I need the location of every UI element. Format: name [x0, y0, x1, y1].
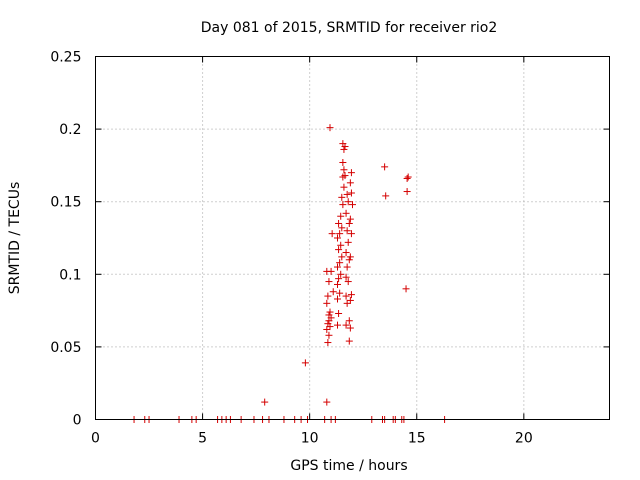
- data-point: [323, 398, 331, 406]
- data-point: [261, 398, 269, 406]
- data-point: [338, 224, 346, 232]
- data-point: [335, 246, 343, 254]
- y-tick-label: 0.2: [59, 122, 81, 138]
- data-point: [345, 337, 353, 345]
- x-tick-label: 20: [515, 431, 533, 447]
- data-point: [334, 263, 342, 271]
- data-point: [324, 339, 332, 347]
- data-point: [344, 238, 352, 246]
- data-point: [342, 292, 350, 300]
- data-point: [336, 289, 344, 297]
- data-point: [325, 331, 333, 339]
- data-point: [339, 158, 347, 166]
- x-tick-label: 15: [408, 431, 426, 447]
- data-point: [346, 296, 354, 304]
- data-point: [342, 273, 350, 281]
- data-point: [382, 192, 390, 200]
- data-point: [337, 241, 345, 249]
- data-point: [340, 183, 348, 191]
- data-point: [343, 190, 351, 198]
- x-tick-label: 10: [301, 431, 319, 447]
- data-point: [335, 275, 343, 283]
- data-point: [326, 124, 334, 132]
- data-point: [334, 234, 342, 242]
- data-point: [346, 215, 354, 223]
- data-point: [381, 163, 389, 171]
- y-tick-label: 0: [73, 413, 82, 429]
- data-point: [327, 267, 335, 275]
- data-point: [337, 270, 345, 278]
- data-point: [343, 299, 351, 307]
- data-point: [339, 201, 347, 209]
- data-point: [349, 201, 356, 209]
- data-point: [403, 174, 411, 182]
- data-point: [324, 292, 332, 300]
- tick-layer: 0 5 10 15 20 0 0.05 0.1 0.15 0.2 0.25: [50, 50, 610, 447]
- data-point: [324, 320, 332, 328]
- data-point: [342, 321, 350, 329]
- data-point: [404, 173, 412, 181]
- data-point: [338, 253, 346, 261]
- data-point: [301, 359, 309, 367]
- data-point: [325, 311, 333, 319]
- data-point: [336, 230, 344, 238]
- data-point: [329, 288, 337, 296]
- data-point: [346, 179, 354, 187]
- data-point: [342, 209, 350, 217]
- data-point: [338, 193, 346, 201]
- data-point: [337, 212, 345, 220]
- data-point: [346, 253, 354, 261]
- points-layer: [130, 124, 449, 423]
- data-point: [345, 219, 353, 227]
- data-point: [347, 291, 355, 299]
- y-tick-label: 0.25: [50, 50, 81, 66]
- data-point: [341, 143, 349, 151]
- data-point: [323, 299, 331, 307]
- data-point: [347, 189, 355, 197]
- y-axis-title: SRMTID / TECUs: [7, 182, 23, 295]
- data-point: [347, 230, 355, 238]
- y-tick-label: 0.05: [50, 340, 81, 356]
- data-point: [334, 280, 342, 288]
- plot-frame: [95, 56, 610, 420]
- y-tick-label: 0.15: [50, 195, 81, 211]
- data-point: [342, 249, 350, 257]
- data-point: [343, 227, 351, 235]
- y-tick-label: 0.1: [59, 267, 81, 283]
- data-point: [334, 295, 342, 303]
- data-point: [335, 219, 343, 227]
- data-point: [345, 256, 353, 264]
- data-point: [346, 324, 354, 332]
- data-point: [402, 285, 410, 293]
- data-point: [347, 169, 355, 177]
- chart-title: Day 081 of 2015, SRMTID for receiver rio…: [201, 20, 498, 36]
- data-point: [345, 317, 353, 325]
- x-tick-label: 5: [198, 431, 207, 447]
- data-point: [340, 166, 348, 174]
- data-point: [334, 321, 342, 329]
- data-point: [344, 198, 352, 206]
- grid-layer: [95, 56, 610, 420]
- data-point: [340, 145, 348, 153]
- data-point: [403, 188, 411, 196]
- data-point: [343, 263, 351, 271]
- data-point: [325, 278, 333, 286]
- data-point: [335, 310, 343, 318]
- data-point: [341, 172, 349, 180]
- data-point: [344, 278, 352, 286]
- x-tick-label: 0: [91, 431, 100, 447]
- data-point: [323, 325, 331, 333]
- data-point: [328, 230, 336, 238]
- data-point: [326, 308, 334, 316]
- data-point: [336, 259, 344, 267]
- x-axis-title: GPS time / hours: [290, 458, 407, 474]
